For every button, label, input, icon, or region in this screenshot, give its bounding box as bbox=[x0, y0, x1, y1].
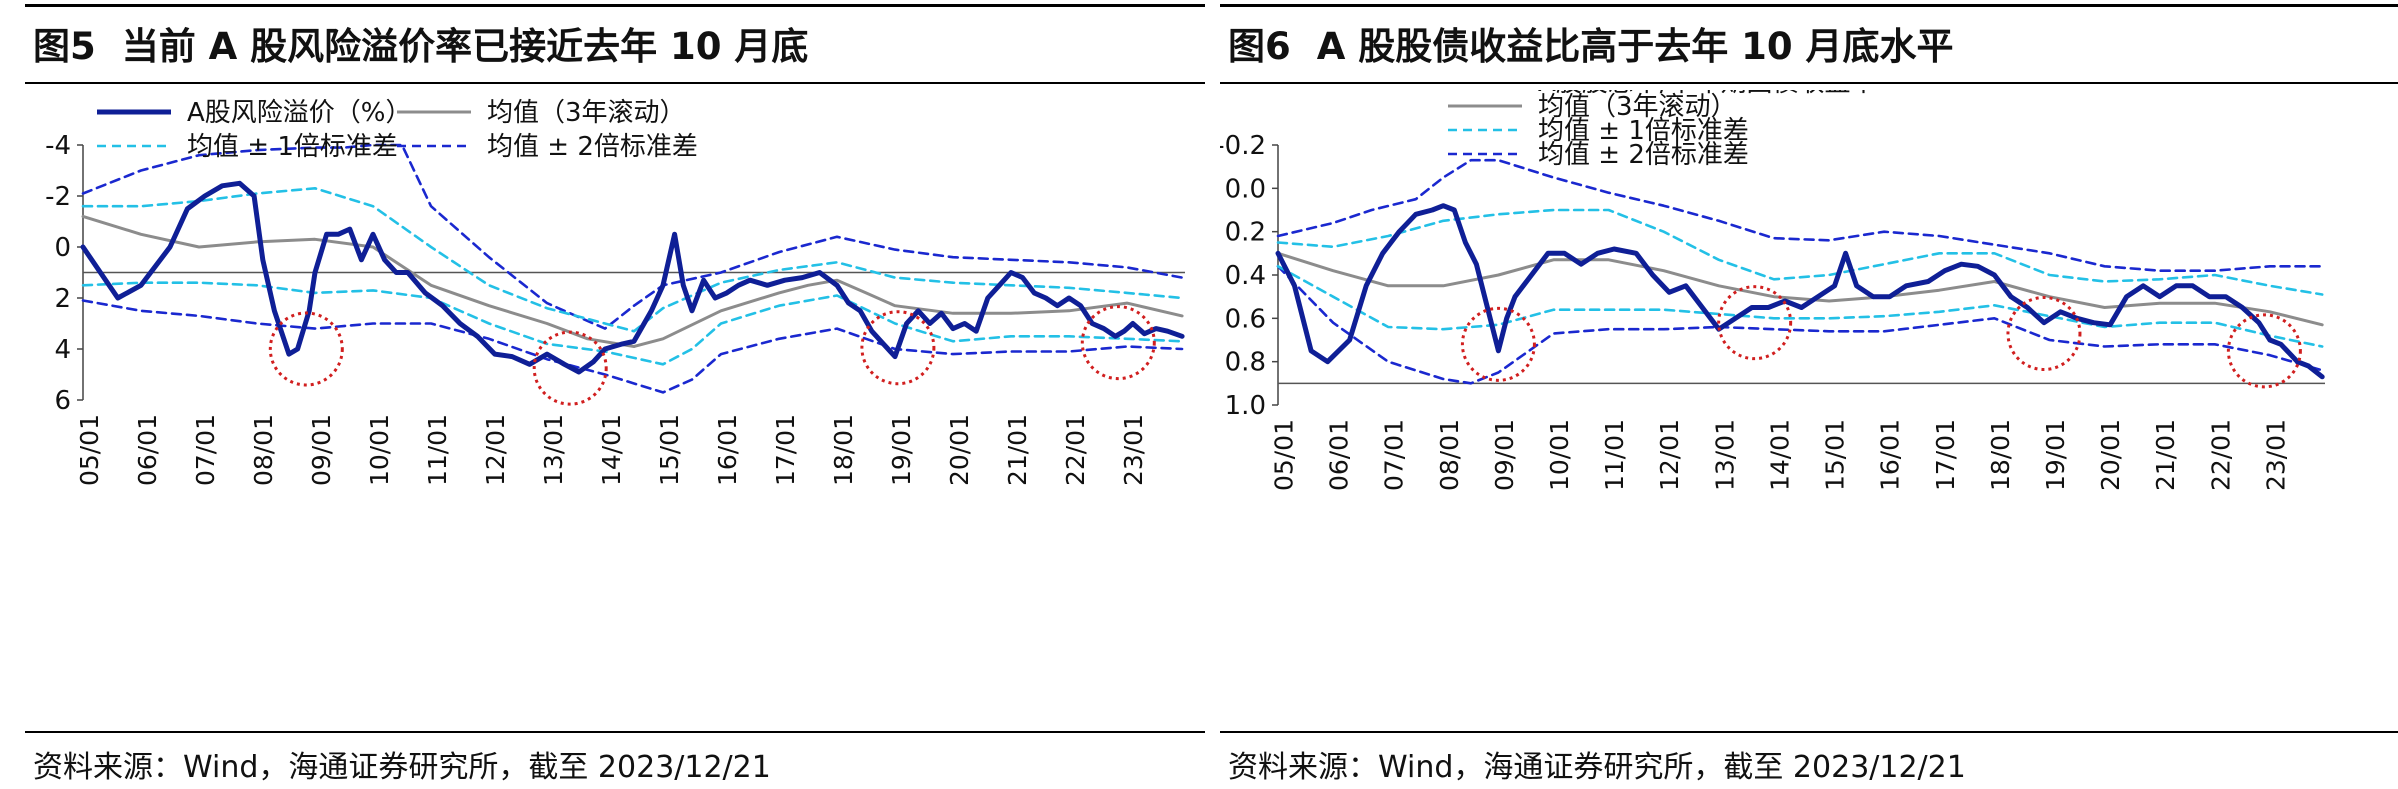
series-main-line bbox=[1275, 203, 2325, 380]
figure-title: 图6 A 股股债收益比高于去年 10 月底水平 bbox=[1228, 16, 1954, 70]
x-tick-label: 12/01 bbox=[1655, 419, 1684, 491]
x-tick-label: 08/01 bbox=[1435, 419, 1464, 491]
legend-label: A股股息率/十年期国债收益率 bbox=[1538, 90, 1877, 98]
source-note: 资料来源：Wind，海通证券研究所，截至 2023/12/21 bbox=[1228, 750, 1966, 785]
y-tick-label: 0 bbox=[54, 233, 71, 263]
x-tick-label: 11/01 bbox=[1600, 419, 1629, 491]
x-tick-label: 06/01 bbox=[1325, 419, 1354, 491]
y-tick-label: 4 bbox=[54, 335, 71, 365]
x-tick-label: 16/01 bbox=[1876, 419, 1905, 491]
y-tick-label: -0.2 bbox=[1220, 131, 1266, 161]
y-tick-label: -4 bbox=[45, 131, 71, 161]
highlight-circle bbox=[1460, 306, 1536, 382]
series-main-line bbox=[80, 180, 1185, 375]
y-tick-label: 0.8 bbox=[1225, 348, 1266, 378]
top-rule bbox=[1220, 4, 2398, 7]
x-tick-label: 17/01 bbox=[771, 414, 800, 486]
legend-label: 均值 ± 1倍标准差 bbox=[1538, 116, 1749, 146]
y-tick-label: 0.6 bbox=[1225, 304, 1266, 334]
x-tick-label: 12/01 bbox=[481, 414, 510, 486]
legend-label: 均值（3年滚动） bbox=[1538, 92, 1737, 122]
x-tick-label: 11/01 bbox=[423, 414, 452, 486]
x-tick-label: 18/01 bbox=[1986, 419, 2015, 491]
x-tick-label: 07/01 bbox=[1380, 419, 1409, 491]
figure-number: 图5 bbox=[33, 25, 96, 68]
highlight-circle bbox=[268, 311, 344, 387]
source-note: 资料来源：Wind，海通证券研究所，截至 2023/12/21 bbox=[33, 750, 771, 785]
y-tick-label: 1.0 bbox=[1225, 391, 1266, 421]
top-rule bbox=[25, 4, 1205, 7]
x-tick-label: 19/01 bbox=[2041, 419, 2070, 491]
y-tick-label: 0.0 bbox=[1225, 174, 1266, 204]
x-tick-label: 20/01 bbox=[945, 414, 974, 486]
x-tick-label: 05/01 bbox=[75, 414, 104, 486]
figure-title: 图5 当前 A 股风险溢价率已接近去年 10 月底 bbox=[33, 16, 808, 70]
x-tick-label: 14/01 bbox=[1765, 419, 1794, 491]
x-tick-label: 22/01 bbox=[1061, 414, 1090, 486]
highlight-circle bbox=[2006, 296, 2082, 371]
y-tick-label: 0.2 bbox=[1225, 218, 1266, 248]
series-sd2-upper-line bbox=[1276, 158, 2324, 272]
x-tick-label: 18/01 bbox=[829, 414, 858, 486]
x-tick-label: 09/01 bbox=[307, 414, 336, 486]
risk-premium-chart: -4 -2 0 2 4 605/01 06/01 07/01 08/01 09/01 10/01 11… bbox=[45, 98, 1185, 486]
series-sd2-lower-line bbox=[1276, 265, 2324, 385]
y-tick-label: -2 bbox=[45, 182, 71, 212]
series-mean-line bbox=[81, 214, 1184, 348]
y-tick-label: 0.4 bbox=[1225, 261, 1266, 291]
x-tick-label: 06/01 bbox=[133, 414, 162, 486]
series-sd1-lower-line bbox=[81, 281, 1184, 366]
x-tick-label: 21/01 bbox=[1003, 414, 1032, 486]
series-sd1-lower-line bbox=[1276, 265, 2324, 348]
x-tick-label: 21/01 bbox=[2151, 419, 2180, 491]
x-tick-label: 20/01 bbox=[2096, 419, 2125, 491]
figure-title-text: A 股股债收益比高于去年 10 月底水平 bbox=[1316, 25, 1954, 68]
title-rule bbox=[1220, 82, 2398, 84]
legend-label: 均值 ± 1倍标准差 bbox=[187, 132, 398, 162]
legend-label: A股风险溢价（%） bbox=[187, 98, 412, 128]
highlight-circle bbox=[532, 330, 608, 406]
series-sd2-upper-line bbox=[81, 143, 1184, 330]
stock-bond-ratio-chart: -0.2 0.0 0.2 0.4 0.6 0.8 1.005/01 06/01 07/01 08/… bbox=[1220, 90, 2325, 491]
figure-5-panel: 图5 当前 A 股风险溢价率已接近去年 10 月底 -4 -2 0 2 4 6 05/01 06… bbox=[25, 0, 1205, 789]
x-tick-label: 15/01 bbox=[1821, 419, 1850, 491]
figure-title-text: 当前 A 股风险溢价率已接近去年 10 月底 bbox=[121, 25, 809, 68]
title-rule bbox=[25, 82, 1205, 84]
series-sd1-upper-line bbox=[1276, 208, 2324, 296]
legend-label: 均值（3年滚动） bbox=[487, 98, 686, 128]
y-tick-label: 2 bbox=[54, 284, 71, 314]
highlight-circle bbox=[1717, 285, 1793, 361]
x-tick-label: 14/01 bbox=[597, 414, 626, 486]
x-tick-label: 13/01 bbox=[1710, 419, 1739, 491]
bottom-rule bbox=[25, 731, 1205, 733]
x-tick-label: 22/01 bbox=[2206, 419, 2235, 491]
legend-label: 均值 ± 2倍标准差 bbox=[1538, 140, 1749, 170]
x-tick-label: 08/01 bbox=[249, 414, 278, 486]
highlight-circle bbox=[2226, 313, 2302, 389]
legend-label: 均值 ± 2倍标准差 bbox=[487, 132, 698, 162]
x-tick-label: 05/01 bbox=[1270, 419, 1299, 491]
series-sd2-lower-line bbox=[81, 299, 1184, 394]
x-tick-label: 13/01 bbox=[539, 414, 568, 486]
x-tick-label: 23/01 bbox=[2261, 419, 2290, 491]
x-tick-label: 10/01 bbox=[365, 414, 394, 486]
x-tick-label: 19/01 bbox=[887, 414, 916, 486]
bottom-rule bbox=[1220, 731, 2398, 733]
x-tick-label: 15/01 bbox=[655, 414, 684, 486]
series-sd1-upper-line bbox=[81, 187, 1184, 333]
series-mean-line bbox=[1276, 251, 2324, 327]
x-tick-label: 16/01 bbox=[713, 414, 742, 486]
x-tick-label: 09/01 bbox=[1490, 419, 1519, 491]
highlight-circle bbox=[1080, 305, 1156, 381]
x-tick-label: 17/01 bbox=[1931, 419, 1960, 491]
x-tick-label: 10/01 bbox=[1545, 419, 1574, 491]
figure-number: 图6 bbox=[1228, 25, 1291, 68]
y-tick-label: 6 bbox=[54, 386, 71, 416]
x-tick-label: 07/01 bbox=[191, 414, 220, 486]
figure-6-panel: 图6 A 股股债收益比高于去年 10 月底水平 -0.2 0.0 0.2 0.4 0.6 0… bbox=[1220, 0, 2398, 789]
highlight-circle bbox=[860, 310, 936, 386]
x-tick-label: 23/01 bbox=[1119, 414, 1148, 486]
